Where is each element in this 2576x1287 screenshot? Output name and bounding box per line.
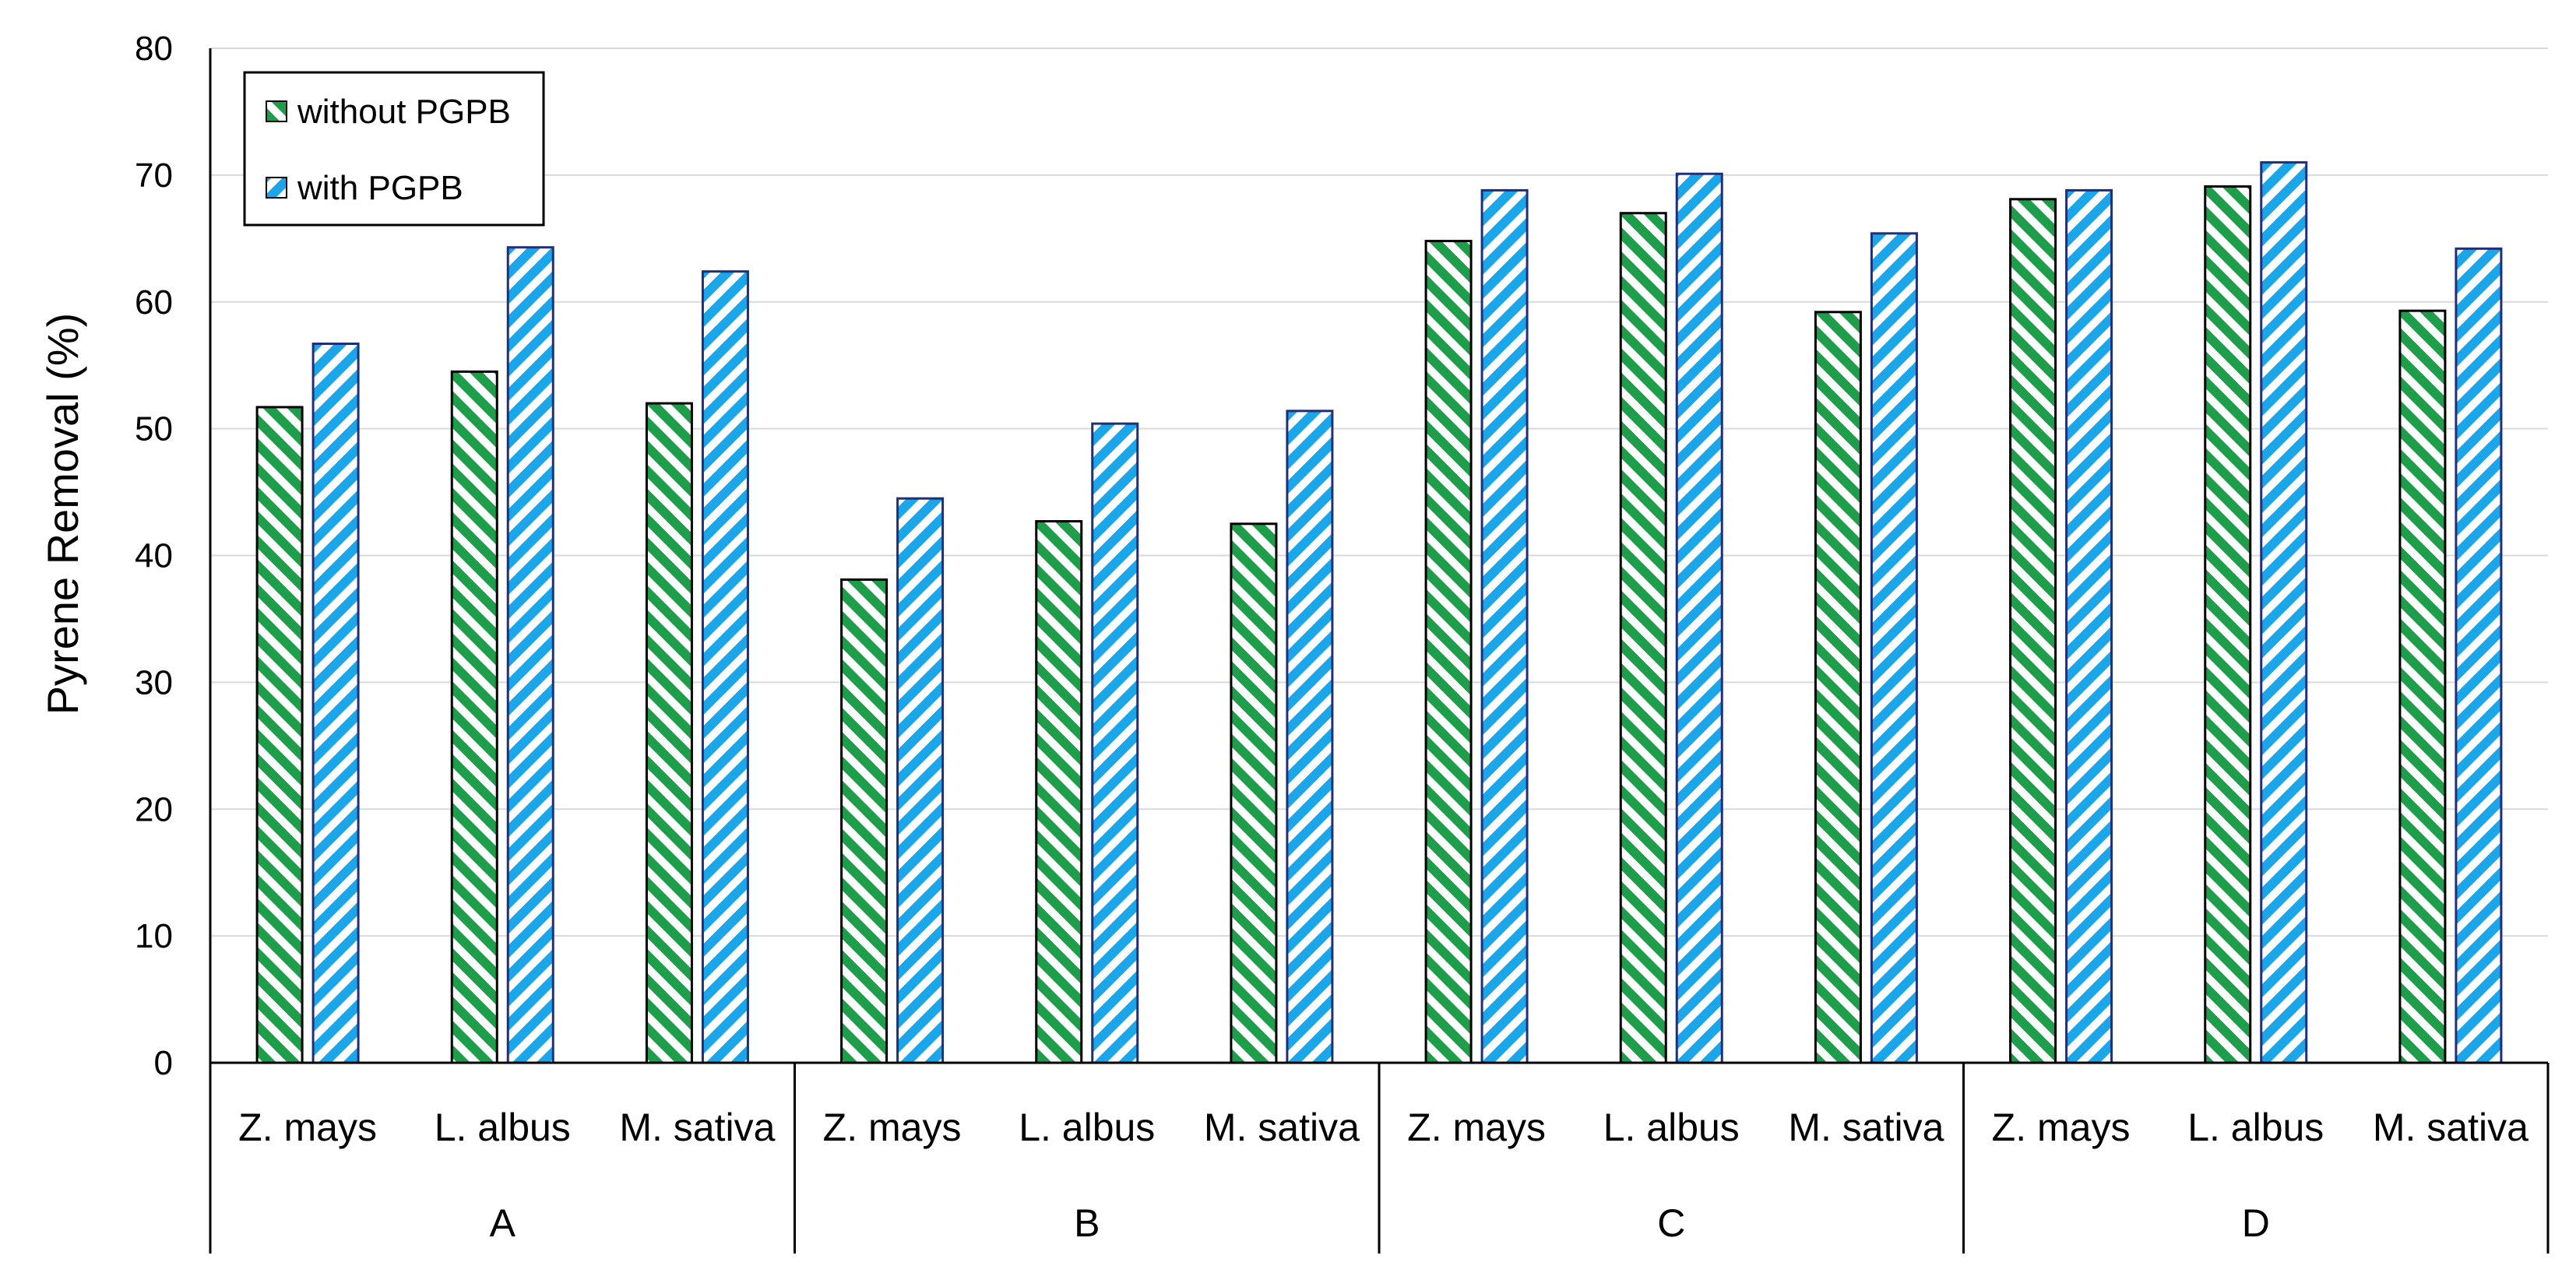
bar-with-pgpb [1870, 232, 1918, 1064]
bar-with-pgpb [1091, 422, 1139, 1064]
x-group-label: D [2242, 1201, 2270, 1245]
bar-without-pgpb [450, 370, 498, 1064]
gridlines [210, 47, 2548, 937]
x-category-label: M. sativa [2373, 1106, 2528, 1149]
legend-label-without-pgpb: without PGPB [297, 93, 511, 131]
bar-with-pgpb [1675, 172, 1723, 1064]
bar-without-pgpb [255, 406, 304, 1064]
bar-without-pgpb [1814, 311, 1862, 1064]
y-tick-label: 0 [154, 1044, 173, 1082]
bar-without-pgpb [1424, 240, 1473, 1064]
x-category-labels: A Z. mays L. albus M. sativa B Z. mays L. albu… [238, 1106, 2528, 1245]
bar-with-pgpb [2065, 188, 2113, 1064]
legend: without PGPB with PGPB [243, 71, 545, 227]
y-tick-label: 40 [135, 537, 173, 575]
y-tick-label: 10 [135, 917, 173, 955]
x-category-label: M. sativa [619, 1106, 775, 1149]
bar-without-pgpb [1619, 212, 1667, 1064]
x-category-label: L. albus [1019, 1106, 1155, 1149]
bar-without-pgpb [1230, 522, 1278, 1064]
legend-label-with-pgpb: with PGPB [297, 169, 463, 207]
x-group-label: B [1074, 1201, 1100, 1245]
x-category-label: L. albus [1603, 1106, 1740, 1149]
bar-without-pgpb [2398, 309, 2447, 1064]
y-tick-label: 30 [135, 663, 173, 702]
bar-with-pgpb [2260, 161, 2308, 1064]
bar-without-pgpb [2204, 185, 2252, 1064]
x-group-label: C [1657, 1201, 1685, 1245]
bar-with-pgpb [896, 497, 945, 1064]
bar-with-pgpb [2455, 247, 2503, 1064]
bar-without-pgpb [645, 402, 693, 1064]
legend-swatch-with-pgpb [266, 177, 287, 199]
bar-with-pgpb [311, 342, 360, 1064]
legend-box [243, 71, 545, 227]
legend-swatch-without-pgpb [266, 100, 287, 122]
x-category-label: Z. mays [823, 1106, 962, 1149]
bar-without-pgpb [1035, 520, 1083, 1064]
x-category-label: L. albus [2187, 1106, 2324, 1149]
x-category-label: Z. mays [1407, 1106, 1546, 1149]
x-category-label: M. sativa [1788, 1106, 1944, 1149]
y-tick-labels: 0 10 20 30 40 50 60 70 80 [135, 30, 173, 1082]
y-tick-label: 20 [135, 790, 173, 828]
x-category-label: Z. mays [238, 1106, 377, 1149]
x-category-label: L. albus [435, 1106, 571, 1149]
x-category-label: M. sativa [1204, 1106, 1360, 1149]
bar-without-pgpb [840, 578, 889, 1064]
bar-with-pgpb [701, 270, 749, 1064]
x-group-label: A [490, 1201, 516, 1245]
y-tick-label: 50 [135, 410, 173, 448]
bar-with-pgpb [1286, 410, 1334, 1064]
x-category-label: Z. mays [1992, 1106, 2131, 1149]
y-tick-label: 80 [135, 30, 173, 68]
y-axis-label: Pyrene Removal (%) [38, 313, 87, 716]
bar-without-pgpb [2009, 198, 2057, 1064]
axes [209, 48, 2550, 1254]
bar-with-pgpb [506, 246, 554, 1064]
y-tick-label: 70 [135, 156, 173, 195]
bar-with-pgpb [1480, 188, 1529, 1064]
bars [255, 161, 2503, 1064]
y-tick-label: 60 [135, 283, 173, 322]
